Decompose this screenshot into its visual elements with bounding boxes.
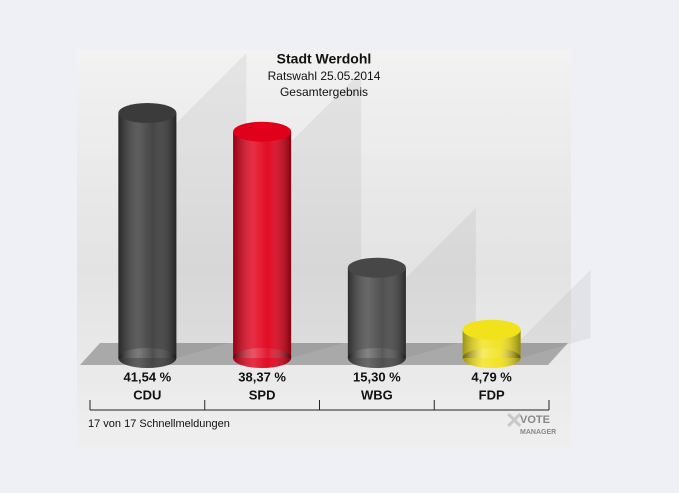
bar-top (233, 121, 292, 142)
logo-text: MANAGER (520, 429, 556, 436)
logo-mark: ✕ (505, 408, 523, 433)
bar-top (118, 103, 177, 123)
value-label: 15,30 % (353, 369, 401, 384)
bar-shadow (176, 53, 247, 358)
bar-shade (118, 113, 177, 358)
x-tick-label: FDP (479, 387, 505, 402)
chart-title: Stadt Werdohl (277, 51, 372, 67)
value-label: 41,54 % (124, 369, 172, 384)
bar-top (347, 257, 406, 278)
bar-shade (233, 131, 292, 358)
bar-shadow (291, 71, 362, 358)
footer: 17 von 17 Schnellmeldungen (88, 418, 230, 430)
bar-shade (347, 267, 406, 358)
x-tick-label: WBG (361, 387, 393, 402)
x-tick-label: CDU (133, 387, 161, 402)
bar-shadow (520, 269, 591, 358)
floor (80, 343, 568, 365)
chart-subtitle: Ratswahl 25.05.2014 (268, 69, 381, 83)
logo: ✕ VOTE MANAGER (505, 408, 556, 436)
value-label: 38,37 % (238, 369, 286, 384)
value-label: 4,79 % (471, 369, 512, 384)
chart-caption: Gesamtergebnis (280, 85, 368, 99)
x-tick-label: SPD (249, 387, 276, 402)
bar-top (462, 319, 521, 340)
logo-text: VOTE (520, 414, 550, 426)
bar-shadow (405, 207, 476, 358)
